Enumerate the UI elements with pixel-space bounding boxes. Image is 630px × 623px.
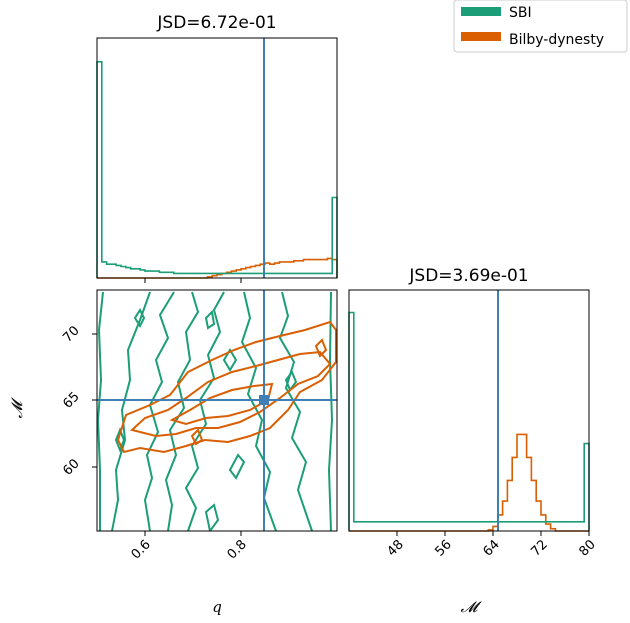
mc-histogram-title: JSD=3.69e-01 — [408, 266, 528, 286]
joint-y-axis-label: 𝓜 — [8, 396, 26, 418]
legend: SBI Bilby-dynesty — [453, 0, 628, 53]
sbi-contour-outer-right — [327, 291, 334, 531]
sbi-contour-blob-1 — [133, 307, 146, 329]
mc-x-tick-label-48: 48 — [385, 537, 407, 559]
legend-swatch-bilby — [461, 32, 501, 41]
q-hist-frame — [96, 37, 338, 279]
mc-hist-frame — [348, 289, 590, 532]
mc-x-ticks — [396, 531, 590, 536]
joint-y-tick-label-60: 60 — [60, 456, 82, 478]
legend-swatch-sbi — [461, 7, 501, 16]
sbi-contour-ring-a — [164, 291, 200, 531]
q-hist-ticks — [144, 278, 242, 283]
q-sbi-histogram — [96, 61, 338, 278]
mc-x-tick-label-72: 72 — [529, 537, 551, 559]
joint-x-tick-label-08: 0.8 — [225, 537, 250, 562]
bilby-contour-blob-2 — [190, 428, 204, 446]
sbi-contour-blob-4 — [114, 427, 126, 453]
joint-y-tick-label-70: 70 — [60, 323, 82, 345]
bilby-contour-blob-1 — [314, 338, 328, 358]
joint-x-axis-label: q — [212, 598, 222, 616]
joint-y-tick-label-65: 65 — [60, 389, 82, 411]
sbi-contour-island-2 — [228, 453, 246, 480]
q-histogram-title: JSD=6.72e-01 — [156, 13, 276, 33]
joint-contour-panel — [97, 291, 337, 531]
legend-label-bilby: Bilby-dynesty — [509, 32, 604, 48]
joint-frame — [96, 289, 338, 532]
joint-y-ticks — [92, 333, 97, 468]
mc-x-tick-label-56: 56 — [433, 537, 455, 559]
joint-x-ticks — [144, 531, 242, 536]
truth-markers — [97, 38, 499, 531]
bilby-contour-outer — [116, 320, 337, 454]
bilby-contours — [116, 320, 337, 454]
mc-x-axis-label: 𝓜 — [461, 598, 483, 616]
sbi-contour-blob-5 — [284, 369, 298, 393]
bilby-contour-core — [169, 382, 274, 426]
legend-label-sbi: SBI — [509, 5, 532, 21]
sbi-contour-band-left — [111, 291, 151, 531]
joint-x-tick-label-06: 0.6 — [129, 537, 154, 562]
truth-point-marker — [259, 395, 269, 405]
mc-x-tick-label-64: 64 — [481, 537, 503, 559]
mc-histogram-panel — [348, 311, 590, 532]
sbi-contour-island-1 — [204, 503, 220, 531]
mc-sbi-histogram — [348, 311, 590, 531]
mc-bilby-histogram — [349, 433, 589, 532]
q-histogram-panel — [96, 61, 338, 279]
bilby-contour-inner — [129, 350, 332, 438]
mc-x-tick-label-80: 80 — [577, 537, 599, 559]
sbi-contour-blob-2 — [204, 309, 216, 330]
sbi-contour-ring-b — [184, 291, 225, 531]
sbi-contour-band-far-right — [278, 291, 313, 531]
sbi-contour-outer-left — [97, 291, 104, 531]
